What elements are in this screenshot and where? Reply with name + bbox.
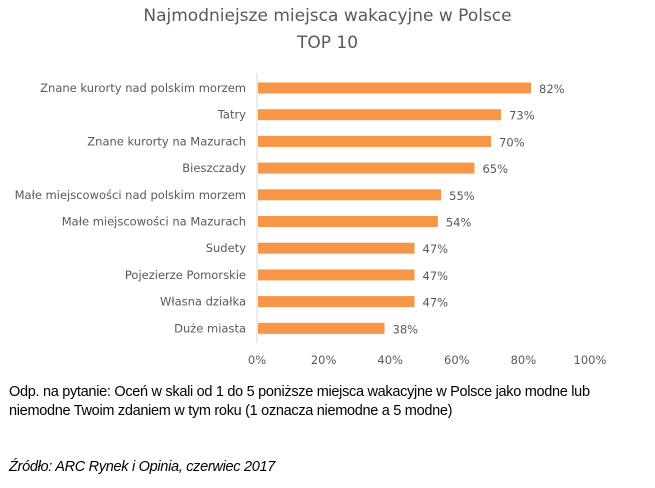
x-tick-label: 0% [248, 353, 266, 367]
x-tick-label: 20% [311, 353, 337, 367]
category-label: Znane kurorty na Mazurach [87, 134, 246, 148]
data-label: 54% [446, 216, 472, 230]
bar [258, 269, 415, 281]
data-label: 70% [499, 135, 525, 149]
bar [258, 242, 415, 254]
category-label: Znane kurorty nad polskim morzem [40, 81, 246, 95]
category-label: Małe miejscowości nad polskim morzem [15, 188, 246, 202]
bar [258, 189, 442, 201]
chart-title: Najmodniejsze miejsca wakacyjne w Polsce [143, 6, 512, 26]
bar [258, 162, 475, 174]
category-label: Sudety [206, 241, 246, 255]
data-label: 73% [509, 109, 535, 123]
x-tick-label: 60% [444, 353, 470, 367]
x-tick-label: 40% [377, 353, 403, 367]
data-label: 47% [423, 269, 449, 283]
bar [258, 82, 532, 94]
data-label: 65% [482, 162, 508, 176]
question-note: Odp. na pytanie: Oceń w skali od 1 do 5 … [9, 384, 590, 419]
category-label: Tatry [217, 108, 246, 122]
bar [258, 296, 415, 308]
data-label: 38% [393, 322, 419, 336]
bar [258, 216, 438, 227]
bar [258, 322, 385, 334]
data-label: 47% [423, 296, 449, 310]
data-label: 82% [539, 82, 565, 96]
data-label: 55% [449, 189, 475, 203]
category-label: Własna działka [160, 295, 246, 309]
data-label: 47% [423, 242, 449, 256]
chart-subtitle: TOP 10 [296, 33, 359, 53]
source-note: Źródło: ARC Rynek i Opinia, czerwiec 201… [9, 459, 275, 475]
category-label: Bieszczady [182, 161, 246, 175]
x-tick-label: 80% [511, 353, 537, 367]
x-tick-label: 100% [574, 353, 607, 367]
category-label: Duże miasta [174, 321, 246, 335]
bar [258, 109, 502, 121]
category-label: Małe miejscowości na Mazurach [62, 215, 246, 229]
bar-chart: Znane kurorty nad polskim morzem 82% Tatry… [15, 73, 607, 367]
category-label: Pojezierze Pomorskie [125, 268, 246, 282]
bar [258, 135, 492, 147]
